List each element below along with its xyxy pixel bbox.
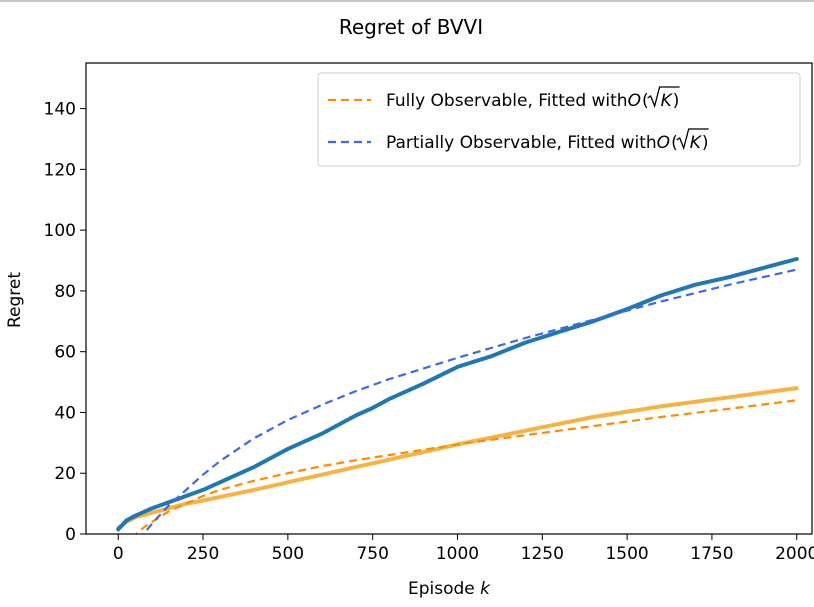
y-tick-label: 80 (54, 282, 76, 302)
x-tick-label: 1000 (436, 544, 479, 564)
y-axis-label: Regret (5, 272, 25, 328)
y-tick-label: 120 (44, 160, 76, 180)
legend-math-paren: ) (673, 91, 680, 111)
legend-label: Fully Observable, Fitted with (386, 91, 628, 111)
legend-math-symbol: O (628, 91, 641, 111)
x-tick-label: 1250 (521, 544, 564, 564)
x-tick-label: 0 (113, 544, 124, 564)
y-tick-label: 20 (54, 464, 76, 484)
x-axis-label-variable: k (480, 579, 491, 599)
x-tick-label: 750 (356, 544, 388, 564)
legend-sqrt-sign (647, 86, 680, 109)
y-tick-label: 40 (54, 403, 76, 423)
legend-math-symbol: O (657, 133, 670, 153)
fully-observable-regret-line (116, 386, 799, 530)
legend-math-radicand: K (661, 91, 674, 111)
x-axis-label-text: Episode (408, 579, 475, 599)
legend-math-radicand: K (690, 133, 703, 153)
y-tick-label: 140 (44, 100, 76, 120)
legend-math-paren: ) (702, 133, 709, 153)
x-tick-label: 1750 (690, 544, 733, 564)
fully-observable-fit-line (134, 399, 797, 534)
legend-sqrt-sign (676, 128, 709, 151)
legend-math-paren: ( (642, 91, 649, 111)
plot-frame (85, 62, 813, 535)
x-tick-label: 1500 (605, 544, 648, 564)
series-layer (116, 257, 799, 534)
legend-label: Partially Observable, Fitted with (386, 133, 657, 153)
x-tick-label: 2000 (775, 544, 814, 564)
x-tick-label: 500 (272, 544, 304, 564)
partially-observable-regret-line (116, 257, 799, 532)
legend-math-paren: ( (671, 133, 678, 153)
y-tick-label: 100 (44, 221, 76, 241)
x-tick-label: 250 (187, 544, 219, 564)
x-axis-label: Episode k (408, 579, 491, 599)
y-tick-label: 0 (65, 525, 76, 545)
partially-observable-fit-line (142, 268, 797, 534)
y-tick-label: 60 (54, 343, 76, 363)
y-axis-ticks: 0 20 40 60 80 100 120 140 (44, 100, 86, 545)
legend: Fully Observable, Fitted with O(K)Partia… (317, 72, 801, 167)
chart-title: Regret of BVVI (339, 15, 483, 39)
window-top-border (0, 0, 814, 2)
x-axis-ticks: 0 250 500 750 1000 1250 1500 1750 2000 (113, 534, 814, 564)
legend-frame (317, 72, 801, 167)
